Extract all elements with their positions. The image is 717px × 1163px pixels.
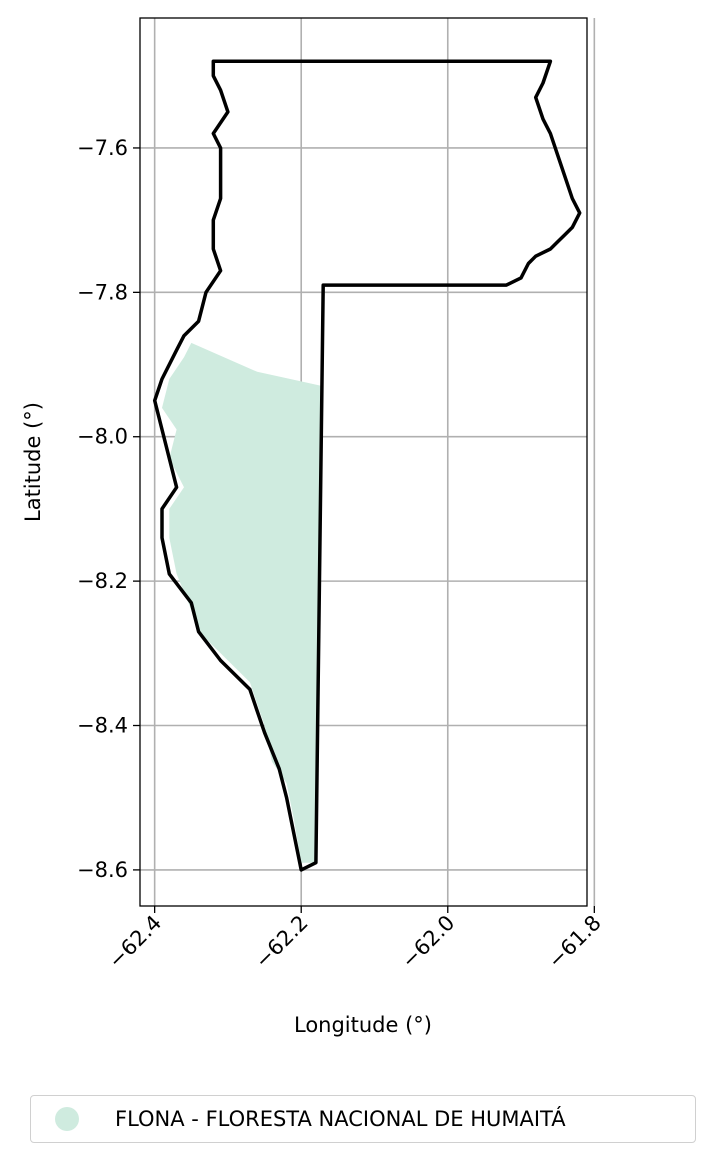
protected-area-fill: [162, 342, 324, 863]
legend: FLONA - FLORESTA NACIONAL DE HUMAITÁ: [30, 1095, 696, 1143]
y-tick-label: −7.6: [77, 136, 128, 160]
legend-label: FLONA - FLORESTA NACIONAL DE HUMAITÁ: [115, 1107, 566, 1131]
legend-marker: [55, 1107, 79, 1131]
x-tick-label: −62.0: [397, 911, 459, 973]
y-tick-label: −8.4: [77, 714, 128, 738]
x-tick-label: −61.8: [543, 911, 605, 973]
axis-ticks: −62.4 −62.2 −62.0 −61.8 −7.6 −7.8 −8.0 −8.2 −8.4…: [77, 136, 606, 973]
gridlines: [140, 18, 596, 906]
x-tick-label: −62.2: [250, 911, 312, 973]
y-tick-label: −8.0: [77, 425, 128, 449]
x-tick-label: −62.4: [104, 911, 166, 973]
y-tick-label: −8.2: [77, 569, 128, 593]
y-axis-label: Latitude (°): [21, 402, 45, 522]
x-axis-label: Longitude (°): [294, 1013, 432, 1037]
y-tick-label: −8.6: [77, 858, 128, 882]
municipality-boundary: [152, 59, 582, 872]
y-tick-label: −7.8: [77, 280, 128, 304]
plot-frame: [139, 17, 588, 907]
